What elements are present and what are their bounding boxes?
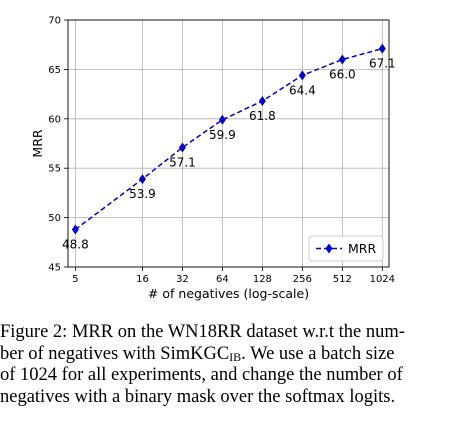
- data-label: 61.8: [249, 109, 276, 123]
- y-tick-label: 60: [48, 114, 61, 125]
- series-line-mrr: [74, 47, 383, 231]
- data-point-marker: [71, 224, 79, 235]
- legend-label-mrr: MRR: [348, 241, 376, 256]
- caption-line-4: negatives with a binary mask over the so…: [0, 386, 396, 407]
- legend: MRR: [308, 235, 384, 262]
- y-tick-label: 50: [48, 213, 61, 224]
- data-point-marker: [138, 174, 146, 185]
- data-point-marker: [338, 54, 346, 65]
- data-labels: 48.8 53.9 57.1 59.9 61.8 64.4 66.0 67.1: [62, 57, 396, 252]
- x-tick-label: 5: [72, 274, 78, 285]
- x-tick-label: 256: [293, 274, 312, 285]
- x-tick-label: 512: [333, 274, 352, 285]
- y-tick-label: 45: [48, 263, 61, 274]
- x-tick-label: 128: [253, 274, 272, 285]
- series-mrr: [71, 43, 386, 235]
- x-axis-ticks: 5 16 32 64 128 256 512 1024: [72, 267, 395, 285]
- plot-frame: [67, 19, 390, 268]
- figure-caption: Figure 2: MRR on the WN18RR dataset w.r.…: [0, 322, 474, 408]
- data-point-marker: [218, 114, 226, 125]
- caption-line-1: Figure 2: MRR on the WN18RR dataset w.r.…: [0, 322, 405, 342]
- data-point-marker: [258, 96, 266, 107]
- data-point-marker: [378, 43, 386, 54]
- data-label: 67.1: [369, 57, 396, 71]
- data-label: 64.4: [289, 83, 316, 97]
- caption-subscript: IB: [229, 349, 242, 364]
- legend-box: [308, 235, 384, 262]
- data-label: 57.1: [169, 155, 196, 169]
- y-tick-label: 70: [48, 16, 61, 27]
- legend-diamond-marker: [325, 243, 333, 254]
- data-point-marker: [178, 142, 186, 153]
- data-label: 53.9: [129, 187, 156, 201]
- caption-line-2-start: ber of negatives with SimKGC: [0, 343, 230, 364]
- caption-line-2-end: . We use a batch size: [241, 343, 395, 364]
- y-axis-ticks: 45 50 55 60 65 70: [48, 16, 68, 274]
- x-tick-label: 16: [136, 274, 149, 285]
- x-tick-label: 64: [216, 274, 229, 285]
- data-label: 66.0: [329, 68, 356, 82]
- x-axis-label: # of negatives (log-scale): [148, 286, 309, 301]
- x-tick-label: 1024: [370, 274, 395, 285]
- caption-line-3: of 1024 for all experiments, and change …: [0, 365, 403, 386]
- data-label: 59.9: [209, 128, 236, 142]
- y-tick-label: 65: [48, 65, 61, 76]
- x-tick-label: 32: [176, 274, 189, 285]
- data-point-marker: [298, 70, 306, 81]
- y-tick-label: 55: [48, 164, 61, 175]
- y-axis-label: MRR: [30, 129, 45, 157]
- data-label: 48.8: [62, 237, 89, 251]
- caption-line-2: ber of negatives with SimKGCIB. We use a…: [0, 344, 474, 366]
- mrr-chart: 48.8 53.9 57.1 59.9 61.8 64.4 66.0 67.1 5 16 32 64…: [30, 16, 396, 302]
